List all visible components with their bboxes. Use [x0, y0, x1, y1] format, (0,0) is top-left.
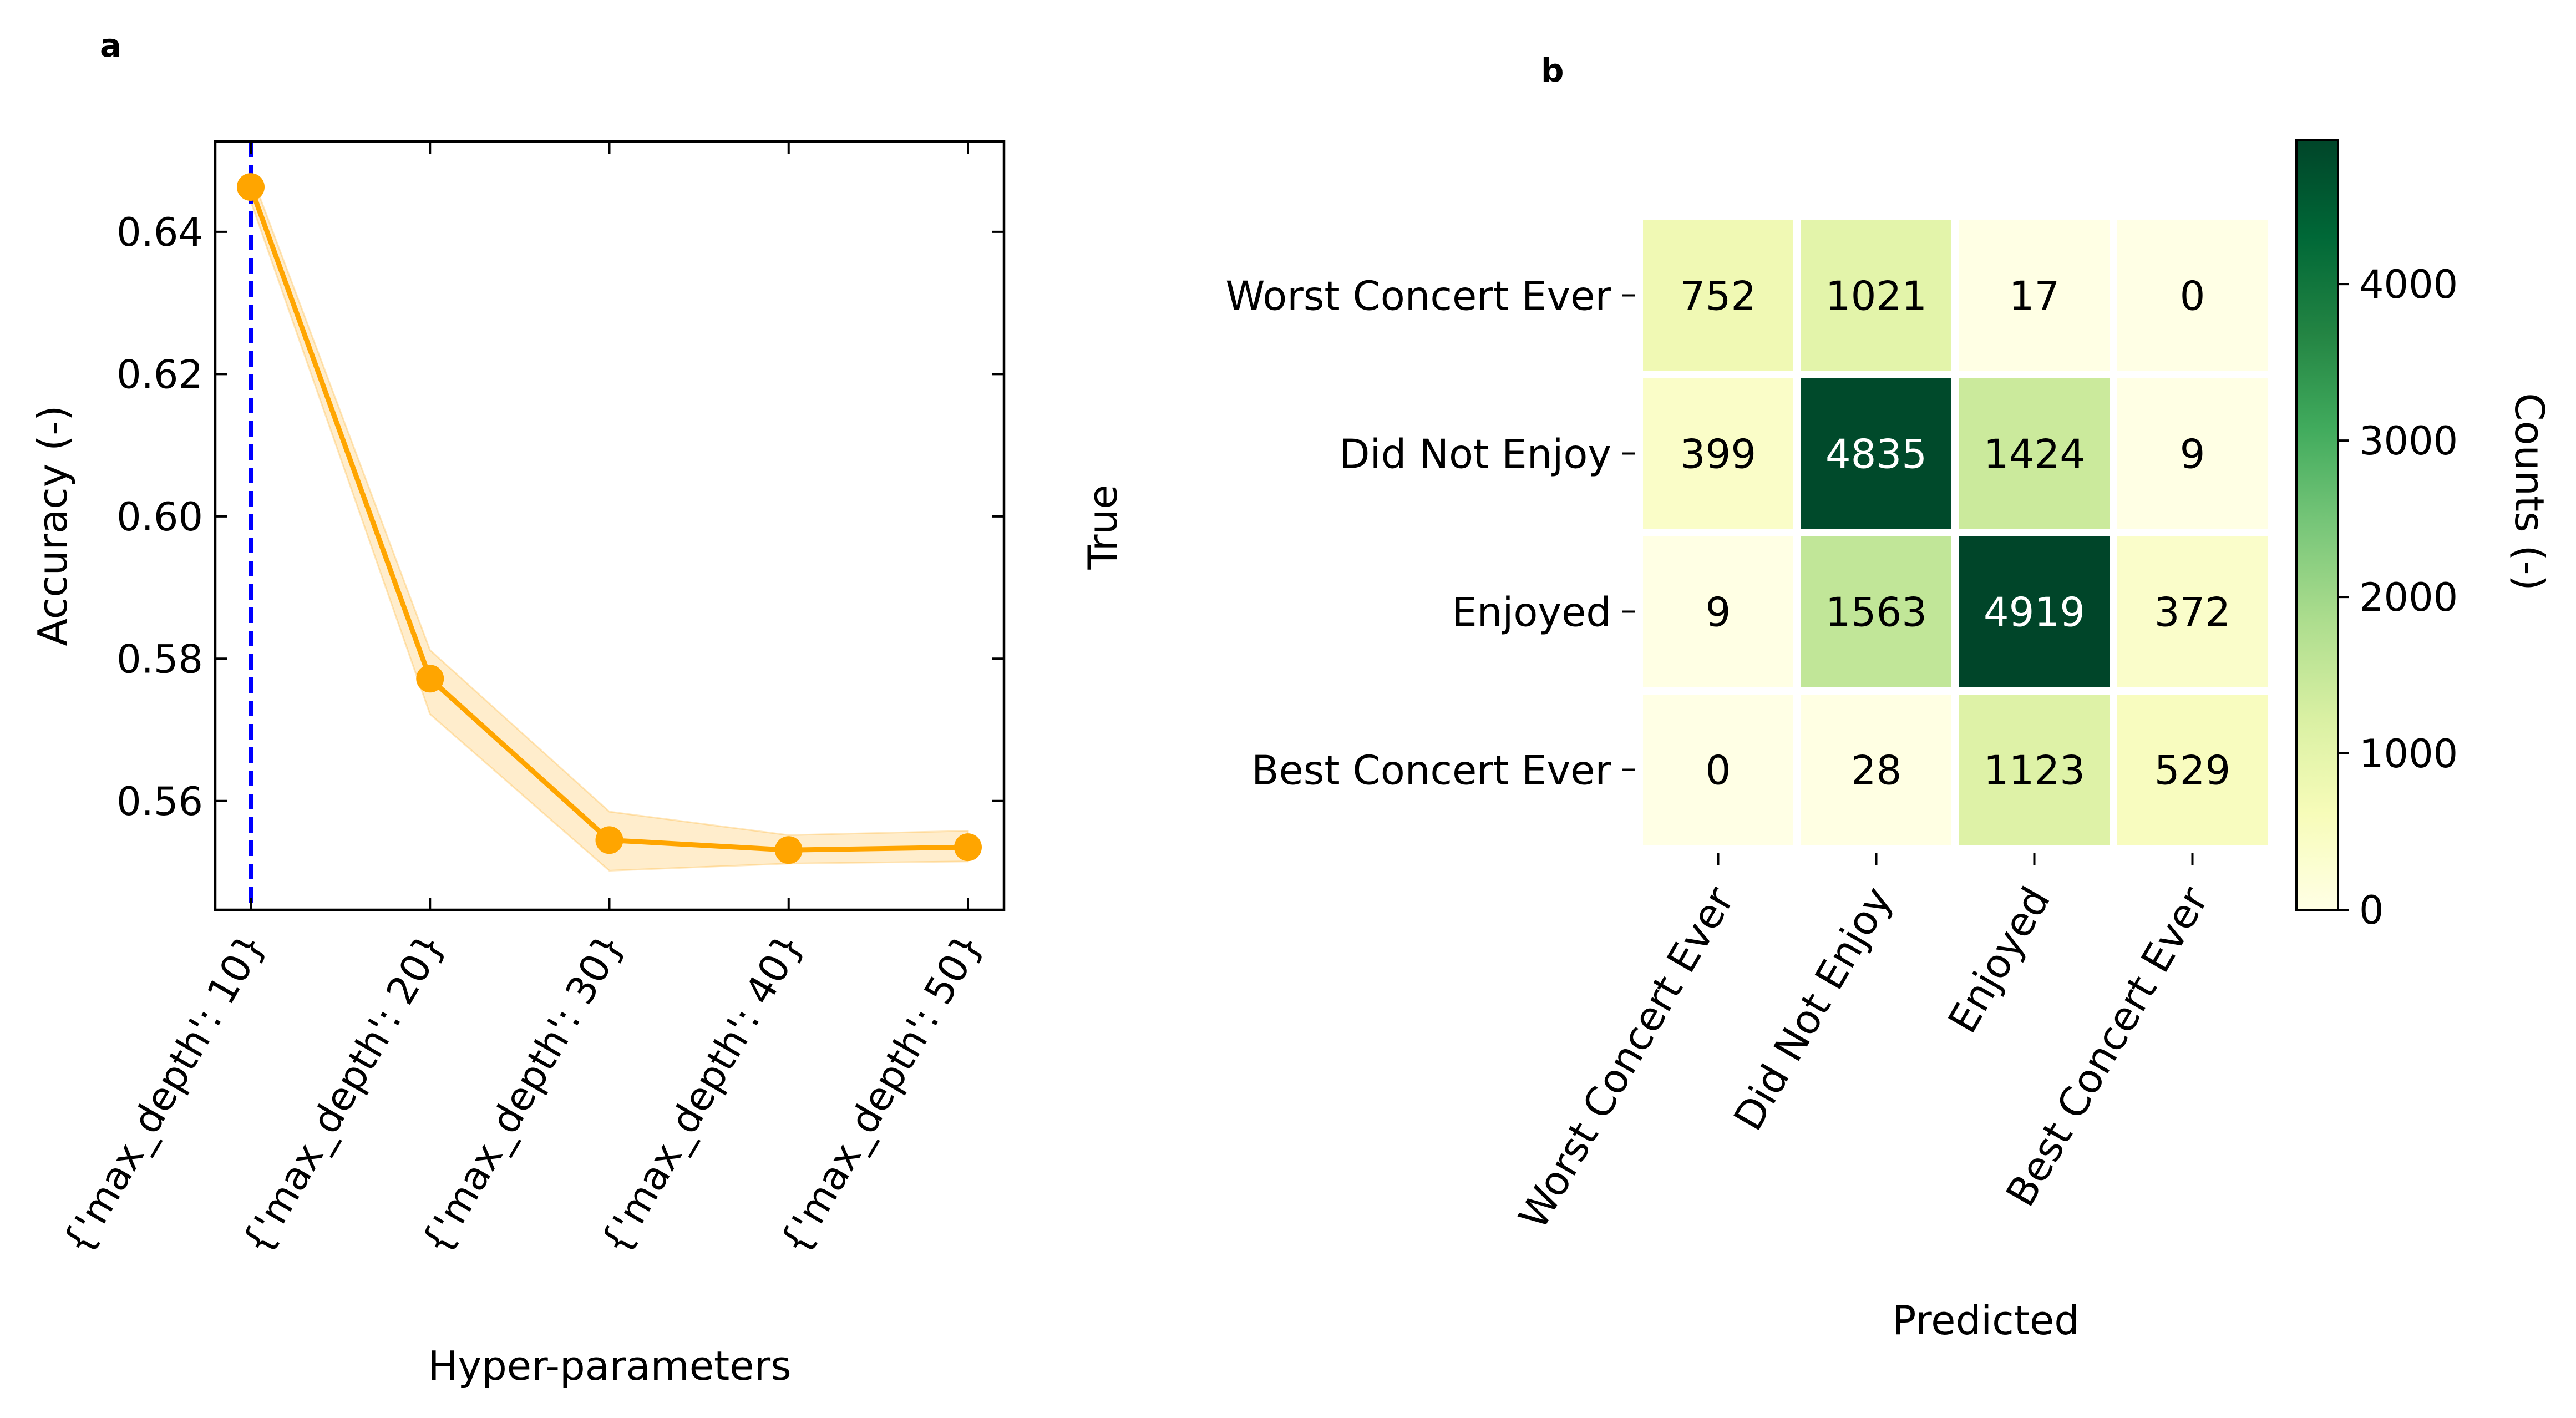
row-labels: Worst Concert Ever Did Not Enjoy Enjoyed Be… — [1225, 273, 1635, 794]
row-label: Best Concert Ever — [1251, 747, 1611, 794]
heatmap-cell — [2117, 695, 2268, 845]
heatmap-cell — [1801, 695, 1951, 845]
cell-value-label: 372 — [2154, 589, 2230, 636]
heatmap-cell — [1643, 536, 1793, 687]
x-tick-label: {'max_depth': 30} — [412, 925, 633, 1262]
column-label: Did Not Enjoy — [1725, 879, 1901, 1138]
cell-value-label: 1563 — [1825, 589, 1927, 636]
panel-label-b: b — [1541, 52, 1564, 89]
accuracy-band-area — [250, 172, 969, 872]
heatmap-cell — [1801, 536, 1951, 687]
cell-value-label: 0 — [2180, 273, 2205, 320]
cell-value-label: 9 — [1706, 589, 1731, 636]
heatmap-cell — [1643, 695, 1793, 845]
colorbar-tick-label: 4000 — [2359, 262, 2458, 307]
accuracy-series-line — [248, 186, 968, 853]
panel-label-a: a — [100, 27, 121, 64]
x-axis-label: Hyper-parameters — [428, 1343, 791, 1389]
colorbar — [2295, 139, 2339, 911]
y-tick-label: 0.62 — [116, 352, 203, 397]
cell-value-label: 1021 — [1825, 273, 1927, 320]
y-tick-label: 0.58 — [116, 636, 203, 682]
heatmap-cell — [1959, 220, 2110, 371]
heatmap-cell — [1959, 536, 2110, 687]
heatmap-cell — [1801, 220, 1951, 371]
accuracy-point — [774, 836, 803, 864]
row-label: Did Not Enjoy — [1339, 431, 1611, 478]
y-tick-label: 0.56 — [116, 779, 203, 824]
accuracy-point — [954, 833, 982, 862]
x-tick-label: {'max_depth': 40} — [592, 925, 813, 1262]
heatmap-cell — [1959, 378, 2110, 529]
accuracy-confidence-band — [250, 172, 969, 872]
cell-value-label: 399 — [1680, 431, 1756, 478]
cell-value-label: 529 — [2154, 747, 2230, 794]
cell-value-label: 9 — [2180, 431, 2205, 478]
colorbar-label: Counts (-) — [2506, 393, 2553, 590]
x-axis-ticks: {'max_depth': 10}{'max_depth': 20}{'max_… — [54, 141, 992, 1262]
accuracy-point — [416, 665, 444, 693]
accuracy-line — [248, 186, 968, 853]
accuracy-point — [595, 826, 623, 854]
x-axis-label: Predicted — [1892, 1297, 2080, 1344]
x-tick-label: {'max_depth': 50} — [771, 925, 992, 1262]
colorbar-tick-label: 3000 — [2359, 418, 2458, 464]
cell-value-label: 4919 — [1984, 589, 2085, 636]
confusion-matrix-heatmap: 752 1021 17 0 399 4835 1424 9 9 1563 4919 372 0 28 112… — [1079, 139, 2553, 1344]
plot-frame — [214, 140, 1006, 911]
colorbar-tick-label: 1000 — [2359, 731, 2458, 777]
row-label: Enjoyed — [1452, 589, 1611, 636]
accuracy-data-points — [237, 173, 982, 864]
heatmap-cell — [1643, 220, 1793, 371]
colorbar-tick-label: 2000 — [2359, 575, 2458, 620]
colorbar-tick-label: 0 — [2359, 888, 2384, 933]
heatmap-cell — [2117, 220, 2268, 371]
cell-value-label: 28 — [1851, 747, 1902, 794]
heatmap-cell — [2117, 378, 2268, 529]
heatmap-cell — [2117, 536, 2268, 687]
colorbar-ticks: 0 1000 2000 3000 4000 — [2338, 262, 2458, 933]
heatmap-cell — [1643, 378, 1793, 529]
column-label: Worst Concert Ever — [1510, 879, 1743, 1237]
y-axis-label: Accuracy (-) — [29, 406, 76, 646]
cell-value-label: 17 — [2009, 273, 2060, 320]
cell-value-label: 0 — [1706, 747, 1731, 794]
row-label: Worst Concert Ever — [1225, 273, 1611, 320]
y-tick-label: 0.64 — [116, 210, 203, 255]
accuracy-line-chart: 0.560.580.600.620.64 {'max_depth': 10}{'… — [29, 140, 1006, 1389]
heatmap-cells: 752 1021 17 0 399 4835 1424 9 9 1563 4919 372 0 28 112… — [1643, 220, 2268, 845]
y-tick-label: 0.60 — [116, 494, 203, 540]
column-label: Enjoyed — [1939, 879, 2060, 1041]
y-axis-label: True — [1079, 485, 1126, 570]
cell-value-label: 4835 — [1825, 431, 1927, 478]
cell-value-label: 1424 — [1984, 431, 2085, 478]
x-tick-label: {'max_depth': 10} — [54, 925, 275, 1262]
accuracy-point — [237, 173, 265, 201]
y-axis-ticks: 0.56 0.58 0.60 0.62 0.64 — [116, 210, 1004, 824]
cell-value-label: 752 — [1680, 273, 1756, 320]
cell-value-label: 1123 — [1984, 747, 2085, 794]
x-tick-label: {'max_depth': 20} — [233, 925, 454, 1262]
heatmap-cell — [1959, 695, 2110, 845]
heatmap-cell — [1801, 378, 1951, 529]
